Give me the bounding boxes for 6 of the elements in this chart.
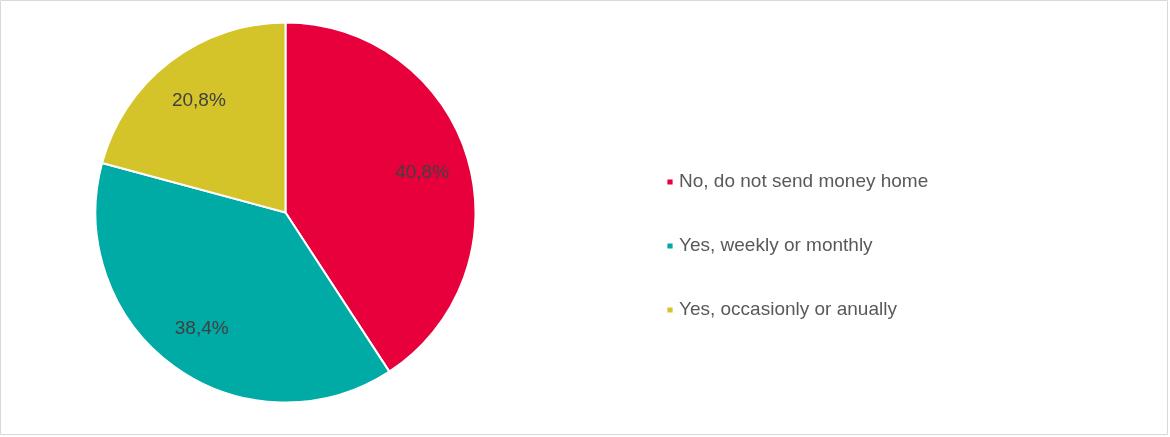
data-label: 40,8% — [395, 161, 450, 183]
data-label: 20,8% — [171, 88, 226, 110]
legend-label: No, do not send money home — [679, 170, 929, 192]
data-label: 38,4% — [174, 317, 229, 339]
legend-label: Yes, occasionly or anually — [679, 298, 897, 320]
legend-label: Yes, weekly or monthly — [679, 234, 873, 256]
